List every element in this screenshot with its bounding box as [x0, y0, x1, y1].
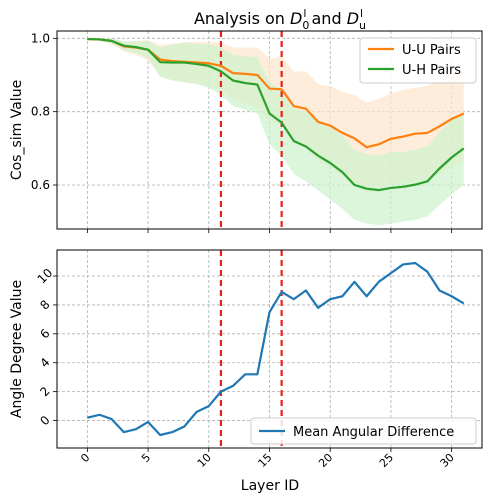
- y-tick-label: 0: [37, 413, 52, 428]
- std-band: [87, 38, 464, 226]
- series-line: [87, 37, 465, 192]
- bottom-ylabel: Angle Degree Value: [9, 280, 25, 418]
- top-legend-label-uu: U-U Pairs: [402, 43, 461, 58]
- y-tick-label: 10: [35, 266, 56, 287]
- chart-title: Analysis on D0l and Dul: [194, 7, 366, 32]
- x-tick-label: 15: [256, 451, 275, 470]
- bottom-legend: Mean Angular Difference: [250, 417, 477, 445]
- x-tick-label: 25: [377, 451, 396, 470]
- bottom-legend-box: [250, 417, 477, 445]
- x-tick-label: 20: [316, 451, 335, 470]
- x-tick-label: 30: [438, 451, 457, 470]
- y-tick-label: 4: [37, 355, 52, 370]
- series-line: [87, 261, 465, 437]
- y-tick-label: 0.8: [31, 105, 50, 119]
- top-legend-label-uh: U-H Pairs: [402, 63, 461, 78]
- y-tick-label: 0.6: [31, 178, 50, 192]
- top-legend: U-U Pairs U-H Pairs: [359, 37, 477, 84]
- bottom-legend-label: Mean Angular Difference: [293, 425, 454, 440]
- y-tick-label: 8: [37, 297, 52, 312]
- top-ylabel: Cos_sim Value: [9, 80, 25, 180]
- y-tick-label: 6: [37, 326, 52, 341]
- x-tick-label: 10: [195, 451, 214, 470]
- y-tick-label: 2: [37, 384, 52, 399]
- top-panel: 0.6 0.8 1.0 Cos_sim Value U-U Pairs U-H Pa…: [9, 30, 483, 233]
- bottom-xlabel: Layer ID: [241, 478, 299, 494]
- x-tick-label: 5: [139, 451, 153, 465]
- y-tick-label: 1.0: [31, 31, 50, 45]
- x-tick-label: 0: [78, 451, 92, 465]
